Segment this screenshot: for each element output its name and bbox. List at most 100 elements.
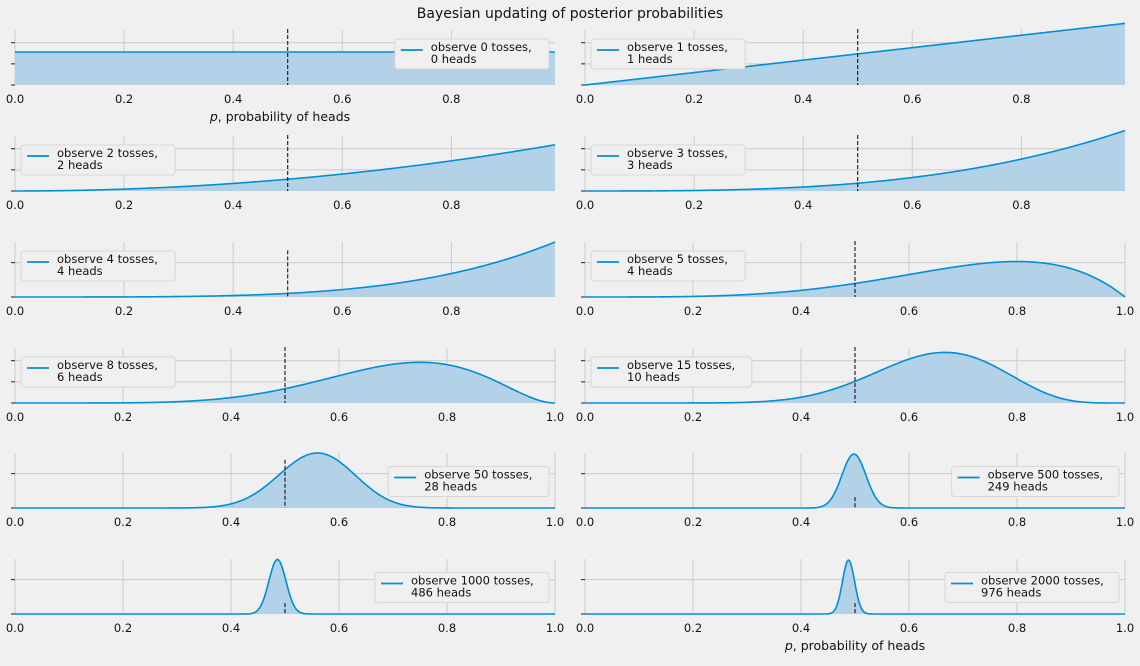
x-tick-label: 0.4	[794, 92, 812, 106]
x-tick-label: 0.0	[6, 198, 24, 212]
panel-500-tosses: 0.0 0.2 0.4 0.6 0.8 1.0 observe 500 tosses, 24…	[576, 453, 1134, 529]
legend-label: observe 0 tosses,	[431, 40, 532, 54]
x-tick-label: 0.4	[792, 410, 810, 424]
legend-label: observe 5 tosses,	[627, 252, 728, 266]
legend: observe 50 tosses, 28 heads	[387, 466, 550, 497]
legend-label: 10 heads	[627, 370, 680, 384]
x-tick-label: 0.8	[1012, 92, 1030, 106]
x-tick-label: 0.6	[330, 410, 348, 424]
posterior-fill	[585, 352, 1125, 403]
x-tick-label: 0.6	[333, 198, 351, 212]
panel-5-tosses: 0.0 0.2 0.4 0.6 0.8 1.0 observe 5 tosses, 4 he…	[576, 241, 1134, 318]
panel-8-tosses: 0.0 0.2 0.4 0.6 0.8 1.0 observe 8 tosses, 6 he…	[6, 347, 564, 424]
legend-label: 249 heads	[988, 480, 1048, 494]
x-tick-label: 0.4	[794, 198, 812, 212]
x-tick-label: 1.0	[1116, 304, 1134, 318]
x-tick-label: 0.2	[684, 515, 702, 529]
x-tick-label: 1.0	[1116, 410, 1134, 424]
x-tick-label: 0.6	[900, 304, 918, 318]
legend-label: observe 3 tosses,	[627, 146, 728, 160]
legend-label: observe 15 tosses,	[627, 358, 735, 372]
legend-box	[394, 38, 550, 70]
posterior-line	[585, 351, 1125, 404]
legend-label: observe 2000 tosses,	[981, 574, 1104, 588]
x-tick-label: 0.8	[1008, 515, 1026, 529]
legend-label: observe 500 tosses,	[988, 468, 1104, 482]
legend: observe 500 tosses, 249 heads	[951, 466, 1120, 497]
x-tick-label: 0.8	[438, 621, 456, 635]
x-tick-label: 0.0	[6, 410, 24, 424]
posterior-fill	[585, 261, 1125, 297]
x-tick-label: 1.0	[1116, 515, 1134, 529]
legend-label: 3 heads	[627, 158, 673, 172]
legend-label: observe 50 tosses,	[424, 468, 532, 482]
x-tick-label: 0.4	[222, 410, 240, 424]
posterior-line	[15, 558, 555, 615]
x-tick-label: 0.0	[576, 304, 594, 318]
legend-label: observe 8 tosses,	[57, 358, 158, 372]
x-axis-label: p, probability of heads	[784, 638, 925, 653]
x-tick-label: 0.6	[333, 92, 351, 106]
x-tick-label: 0.8	[442, 304, 460, 318]
posterior-line	[585, 559, 1125, 615]
legend-label: observe 4 tosses,	[57, 252, 158, 266]
x-tick-label: 0.0	[576, 410, 594, 424]
x-tick-label: 0.2	[684, 621, 702, 635]
x-tick-label: 0.2	[114, 621, 132, 635]
legend: observe 3 tosses, 3 heads	[590, 144, 746, 176]
posterior-fill	[585, 454, 1125, 508]
legend-box	[20, 250, 176, 282]
legend-label: observe 1 tosses,	[627, 40, 728, 54]
x-tick-label: 0.4	[792, 621, 810, 635]
legend: observe 0 tosses, 0 heads	[394, 38, 550, 70]
x-tick-label: 0.2	[114, 410, 132, 424]
x-tick-label: 0.0	[576, 621, 594, 635]
x-tick-label: 0.2	[684, 410, 702, 424]
x-tick-label: 0.8	[438, 515, 456, 529]
legend-box	[20, 144, 176, 176]
panel-15-tosses: 0.0 0.2 0.4 0.6 0.8 1.0 observe 15 tosses, 10 …	[576, 347, 1134, 424]
posterior-fill	[15, 559, 555, 614]
legend-label: 28 heads	[424, 480, 477, 494]
posterior-line	[584, 22, 1126, 86]
panel-3-tosses: 0.0 0.2 0.4 0.6 0.8 observe 3 tosses, 3 heads	[576, 129, 1126, 212]
legend-label: 4 heads	[627, 264, 673, 278]
x-tick-label: 1.0	[1116, 621, 1134, 635]
posterior-fill	[585, 130, 1125, 191]
legend-box	[590, 144, 746, 176]
legend: observe 2000 tosses, 976 heads	[944, 572, 1120, 603]
x-tick-label: 1.0	[546, 621, 564, 635]
posterior-line	[15, 144, 556, 192]
x-tick-label: 0.0	[576, 198, 594, 212]
panel-50-tosses: 0.0 0.2 0.4 0.6 0.8 1.0 observe 50 tosses, 28 …	[6, 452, 564, 529]
x-axis-label-text: , probability of heads	[793, 638, 925, 653]
x-axis-label-symbol: p	[209, 109, 218, 124]
legend-label: 2 heads	[57, 158, 103, 172]
legend: observe 2 tosses, 2 heads	[20, 144, 176, 176]
posterior-fill	[15, 362, 555, 403]
x-tick-label: 0.2	[115, 92, 133, 106]
x-tick-label: 0.0	[576, 92, 594, 106]
legend-label: 6 heads	[57, 370, 103, 384]
x-tick-label: 0.2	[114, 515, 132, 529]
x-tick-label: 0.8	[442, 92, 460, 106]
x-tick-label: 0.2	[115, 198, 133, 212]
x-tick-label: 0.2	[115, 304, 133, 318]
legend-label: 486 heads	[411, 586, 471, 600]
legend-label: 4 heads	[57, 264, 103, 278]
posterior-fill	[15, 144, 555, 191]
legend-box	[387, 466, 550, 497]
legend-box	[20, 356, 176, 388]
legend-box	[944, 572, 1120, 603]
x-tick-label: 0.6	[330, 515, 348, 529]
x-axis-label: p, probability of heads	[209, 109, 350, 124]
x-tick-label: 0.8	[442, 198, 460, 212]
x-tick-label: 0.4	[792, 304, 810, 318]
panel-4-tosses: 0.0 0.2 0.4 0.6 0.8 observe 4 tosses, 4 heads	[6, 241, 556, 318]
x-tick-label: 0.6	[903, 92, 921, 106]
legend-box	[590, 38, 746, 70]
x-axis-label-symbol: p	[784, 638, 793, 653]
x-tick-label: 0.2	[685, 198, 703, 212]
x-tick-label: 0.8	[438, 410, 456, 424]
